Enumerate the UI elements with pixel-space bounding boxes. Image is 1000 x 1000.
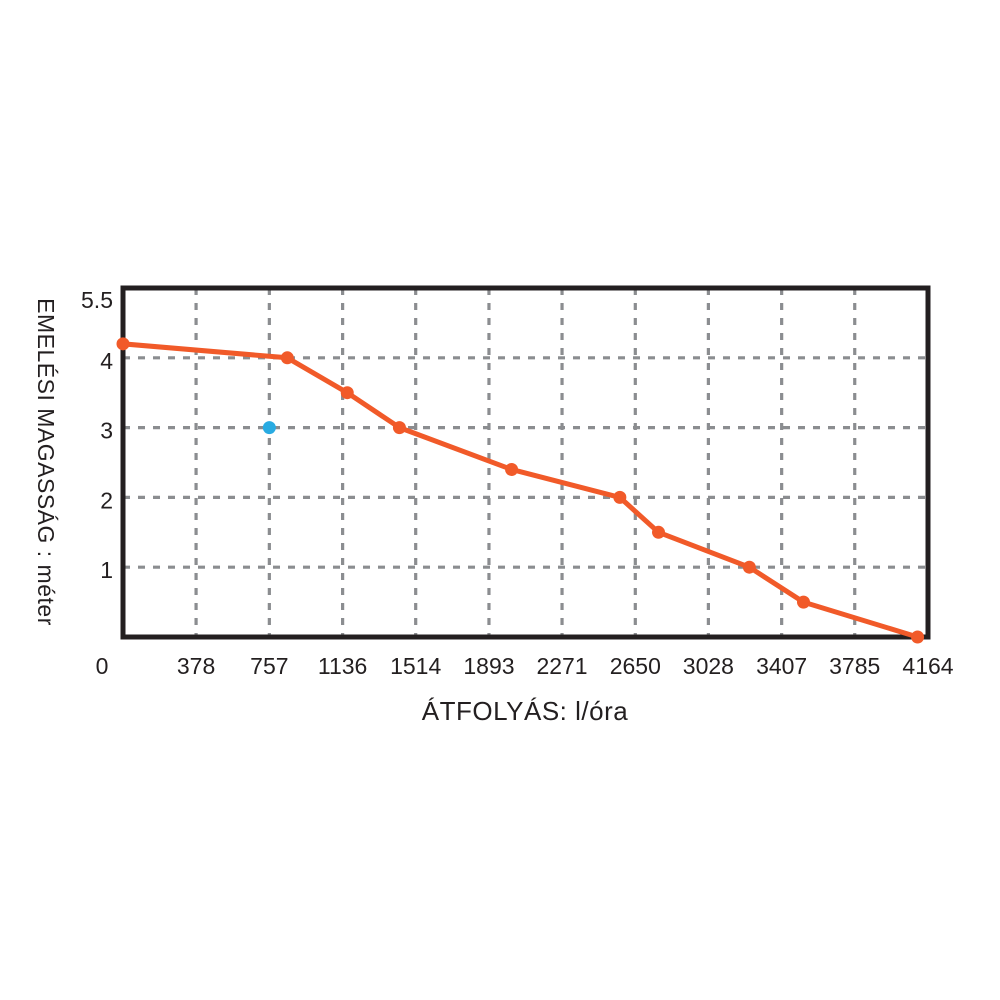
head-flow-curve-line	[120, 341, 921, 640]
y-tick-label: 2	[100, 487, 113, 513]
y-tick-label: 3	[100, 418, 113, 444]
plot-border	[120, 285, 931, 640]
y-axis-title: EMELÉSI MAGASSÁG : méter	[33, 298, 59, 626]
x-tick-label: 3407	[756, 653, 807, 679]
x-tick-label: 3785	[829, 653, 880, 679]
x-tick-label: 2271	[536, 653, 587, 679]
x-tick-label: 757	[250, 653, 288, 679]
y-tick-label: 5.5	[81, 287, 113, 313]
head-flow-curve-marker	[116, 337, 130, 351]
head-flow-curve-marker	[652, 525, 666, 539]
y-tick-label: 1	[100, 557, 113, 583]
head-flow-curve-marker	[742, 560, 756, 574]
head-flow-curve-marker	[613, 490, 627, 504]
head-flow-curve-marker	[911, 630, 925, 644]
y-tick-label: 4	[100, 348, 113, 374]
head-flow-curve-marker	[796, 595, 810, 609]
x-tick-label: 1514	[390, 653, 441, 679]
head-flow-curve-marker	[280, 351, 294, 365]
x-tick-label: 3028	[683, 653, 734, 679]
x-axis-title: ÁTFOLYÁS: l/óra	[421, 696, 629, 726]
x-tick-label: 4164	[902, 653, 953, 679]
x-tick-label: 1136	[318, 653, 367, 679]
x-tick-label: 378	[177, 653, 215, 679]
highlight-point-marker	[262, 421, 276, 435]
head-flow-curve-marker	[340, 386, 354, 400]
head-flow-curve-marker	[392, 421, 406, 435]
head-flow-curve-marker	[505, 462, 519, 476]
x-tick-label: 2650	[610, 653, 661, 679]
x-tick-label: 0	[96, 653, 109, 679]
x-tick-label: 1893	[463, 653, 514, 679]
